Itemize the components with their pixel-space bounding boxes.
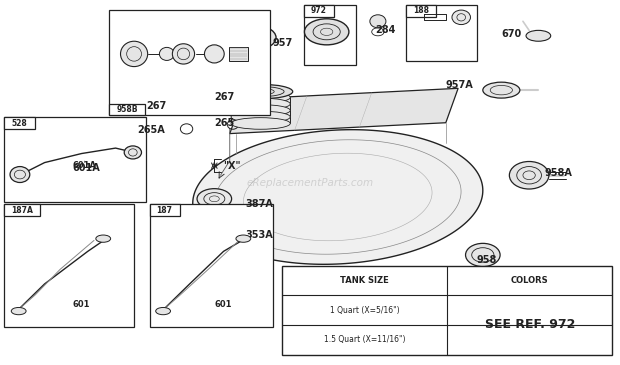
Text: COLORS: COLORS — [511, 276, 549, 285]
Text: 957: 957 — [273, 38, 293, 48]
Ellipse shape — [198, 221, 225, 234]
Ellipse shape — [96, 235, 110, 242]
Polygon shape — [230, 88, 458, 134]
Text: 958: 958 — [477, 255, 497, 265]
Text: SEE REF. 972: SEE REF. 972 — [485, 319, 575, 331]
Bar — [304, 5, 334, 16]
Ellipse shape — [510, 161, 549, 189]
Bar — [405, 5, 477, 61]
Text: 528: 528 — [12, 119, 27, 128]
Text: 958B: 958B — [116, 105, 138, 114]
Ellipse shape — [172, 44, 195, 64]
Ellipse shape — [231, 111, 290, 123]
Text: 187A: 187A — [11, 205, 33, 215]
Text: 670: 670 — [502, 29, 521, 39]
Ellipse shape — [483, 82, 520, 98]
Text: 601: 601 — [215, 300, 232, 310]
Ellipse shape — [205, 45, 224, 63]
Ellipse shape — [236, 235, 250, 242]
Bar — [109, 11, 270, 115]
Bar — [4, 117, 35, 129]
Text: 188: 188 — [413, 6, 429, 15]
Ellipse shape — [231, 118, 290, 129]
Ellipse shape — [156, 307, 171, 315]
Ellipse shape — [452, 10, 471, 24]
Ellipse shape — [124, 146, 141, 159]
Text: 267: 267 — [146, 101, 167, 111]
Text: 958A: 958A — [544, 168, 572, 178]
Bar — [229, 47, 248, 61]
Bar — [405, 5, 436, 16]
Ellipse shape — [120, 41, 148, 66]
Ellipse shape — [159, 47, 174, 61]
Ellipse shape — [304, 19, 349, 45]
Bar — [4, 204, 40, 216]
Text: TANK SIZE: TANK SIZE — [340, 276, 389, 285]
Ellipse shape — [10, 166, 30, 182]
Ellipse shape — [231, 98, 290, 110]
Text: 1 Quart (X=5/16"): 1 Quart (X=5/16") — [330, 306, 400, 315]
Polygon shape — [193, 130, 483, 264]
Ellipse shape — [11, 307, 26, 315]
Text: 601: 601 — [73, 300, 90, 310]
Text: 601A: 601A — [73, 161, 96, 170]
Ellipse shape — [197, 189, 232, 209]
Text: "X": "X" — [224, 161, 241, 171]
Text: 284: 284 — [375, 25, 395, 35]
Text: 601A: 601A — [73, 163, 100, 173]
Ellipse shape — [231, 105, 290, 116]
Text: eReplacementParts.com: eReplacementParts.com — [246, 177, 374, 188]
Text: 972: 972 — [311, 6, 327, 15]
Bar — [4, 117, 146, 203]
Text: 353A: 353A — [245, 230, 273, 240]
Text: 957A: 957A — [446, 80, 474, 90]
Bar — [304, 5, 356, 65]
Bar — [149, 204, 180, 216]
Ellipse shape — [173, 105, 188, 111]
Ellipse shape — [224, 98, 236, 104]
Bar — [4, 204, 134, 327]
Text: 265: 265 — [215, 118, 234, 128]
Ellipse shape — [370, 15, 386, 28]
Ellipse shape — [229, 84, 293, 99]
Ellipse shape — [231, 92, 290, 103]
Text: 265A: 265A — [137, 125, 165, 135]
Bar — [282, 266, 613, 354]
Ellipse shape — [526, 30, 551, 41]
Text: 387A: 387A — [245, 199, 273, 209]
Ellipse shape — [221, 24, 276, 51]
Ellipse shape — [466, 243, 500, 266]
Text: 267: 267 — [215, 92, 234, 102]
Bar — [149, 204, 273, 327]
Text: 187: 187 — [157, 205, 172, 215]
Bar — [109, 104, 144, 115]
Text: 1.5 Quart (X=11/16"): 1.5 Quart (X=11/16") — [324, 335, 405, 344]
